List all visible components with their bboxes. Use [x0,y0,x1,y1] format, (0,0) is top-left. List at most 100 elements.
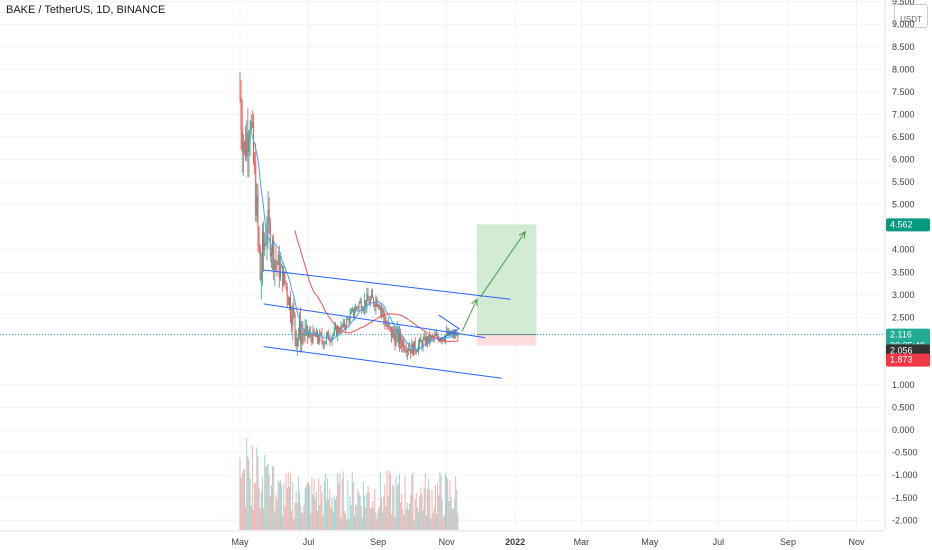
volume-bar [416,507,418,530]
y-tick-label: 9.000 [892,19,915,29]
candle-body [337,327,339,336]
volume-bar [361,517,363,530]
volume-bar [243,469,245,530]
candle-body [345,326,347,328]
volume-bar [440,476,442,530]
candle-body [297,333,299,339]
volume-bar [429,489,431,530]
volume-bar [301,512,303,530]
volume-bar [329,488,331,530]
position-zones [476,224,537,346]
candle-body [305,325,307,329]
candle-body [287,297,289,306]
candle-body [429,335,431,342]
candle-body [340,324,342,333]
volume-bar [274,510,276,530]
candle-body [355,307,357,313]
candle-body [249,130,251,142]
volume-bar [305,484,307,530]
candle-body [294,313,296,331]
volume-bar [424,473,426,530]
candle-body [402,340,404,348]
candle-body [255,165,257,217]
volume-bar [365,507,367,530]
volume-bar [397,483,399,530]
volume-bar [413,519,415,530]
volume-bar [351,472,353,530]
volume-bar [402,508,404,530]
candle-body [455,332,457,336]
volume-bar [410,494,412,530]
candle-body [336,326,338,336]
volume-bar [382,511,384,530]
volume-bar [327,478,329,530]
volume-bar [401,493,403,530]
volume-bar [347,480,349,530]
volume-bar [261,476,263,530]
volume-bar [309,485,311,530]
x-tick-label: Mar [574,537,590,547]
volume-bar [252,509,254,530]
candle-body [304,328,306,336]
volume-bar [369,508,371,530]
volume-bar [355,504,357,530]
x-tick-label: Nov [848,537,865,547]
stop-price-badge-text: 1.873 [890,355,913,365]
volume-bar [290,473,292,530]
candle-body [430,336,432,342]
projection-arrow-long-head [518,230,526,239]
candle-body [284,271,286,282]
volume-bar [450,497,452,530]
volume-bar [380,497,382,530]
candle-body [267,209,269,232]
volume-bar [387,496,389,530]
volume-bar [328,498,330,530]
candle-body [448,330,450,336]
candle-body [269,223,271,256]
candle-body [350,310,352,314]
y-tick-label: 6.500 [892,132,915,142]
candle-body [398,331,400,344]
candle-body [442,338,444,341]
candle-body [239,96,241,98]
candle-body [349,313,351,323]
candle-body [375,299,377,308]
volume-bar [400,502,402,530]
candle-body [293,308,295,314]
candle-body [311,336,313,343]
candle-body [413,340,415,355]
candle-body [415,350,417,352]
volume-bar [330,507,332,530]
candle-body [382,310,384,312]
candle-body [260,273,262,280]
channel-upper-line [263,269,511,300]
volume-bar [411,474,413,530]
volume-bar [287,471,289,530]
candle-body [347,318,349,320]
y-tick-label: 4.000 [892,245,915,255]
volume-bar [250,505,252,530]
volume-bar [445,473,446,530]
volume-bar [273,465,275,530]
volume-bar [378,506,380,530]
candle-body [428,335,430,343]
volume-bar [275,494,277,530]
currency-box[interactable]: USDT [894,4,928,28]
target-price-badge-background [886,218,930,232]
candle-body [240,97,242,130]
volume-bar [260,491,262,530]
volume-bar [293,518,295,530]
volume-bar [315,491,317,530]
candle-body [405,350,407,353]
candle-body [384,317,386,326]
volume-bar [300,505,302,530]
candle-body [423,336,425,340]
candle-body [306,325,308,336]
candle-body [329,340,331,342]
candle-body [385,324,387,326]
volume-bar [284,506,286,530]
volume-bar [367,486,369,530]
volume-bar [437,483,439,530]
candle-body [420,338,422,342]
